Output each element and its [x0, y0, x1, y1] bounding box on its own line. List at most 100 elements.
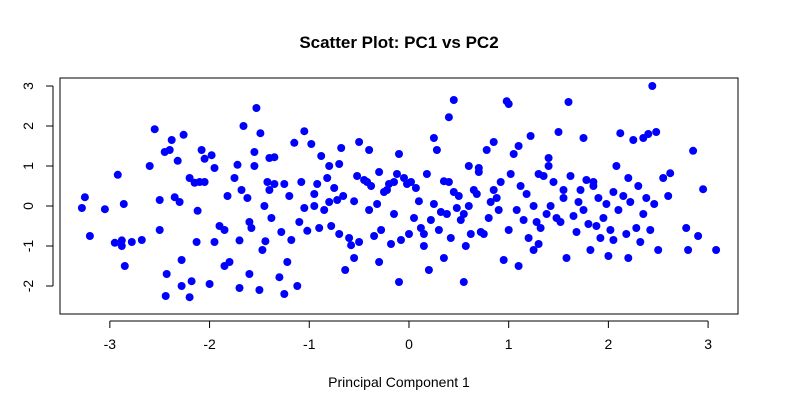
data-point [616, 129, 625, 138]
x-axis-label: Principal Component 1 [328, 374, 470, 390]
data-point [330, 184, 339, 192]
data-point [230, 174, 239, 182]
data-point [684, 246, 693, 254]
data-point [512, 206, 521, 214]
data-point [466, 230, 475, 238]
data-point [345, 234, 354, 242]
data-point [407, 178, 415, 186]
data-point [333, 196, 342, 204]
data-point [155, 196, 164, 204]
data-point [554, 128, 563, 136]
data-point [559, 186, 568, 194]
data-point [624, 254, 633, 262]
data-point [479, 230, 488, 238]
data-point [532, 218, 541, 226]
data-point [387, 240, 395, 248]
data-point [564, 98, 573, 106]
y-tick-label: 3 [20, 82, 36, 90]
data-point [220, 226, 229, 234]
data-point [699, 185, 708, 194]
data-point [263, 178, 272, 186]
data-point [574, 198, 583, 206]
data-point [365, 146, 374, 154]
data-point [365, 206, 374, 214]
data-point [596, 234, 605, 242]
data-point [223, 192, 232, 200]
data-point [424, 266, 433, 274]
data-point [474, 164, 483, 172]
data-point [256, 129, 265, 138]
data-point [606, 226, 615, 234]
data-point [439, 254, 448, 262]
data-point [170, 193, 179, 202]
data-point [489, 138, 498, 146]
data-point [549, 178, 558, 186]
data-point [464, 202, 473, 210]
data-point [250, 162, 259, 170]
data-point [120, 262, 129, 270]
chart-title: Scatter Plot: PC1 vs PC2 [299, 33, 498, 52]
data-point [648, 82, 657, 90]
data-point [659, 174, 668, 182]
data-point [416, 224, 425, 232]
data-point [614, 206, 623, 214]
data-point [323, 174, 332, 182]
data-point [320, 206, 329, 214]
data-point [449, 96, 458, 104]
data-point [582, 176, 591, 184]
data-point [325, 162, 334, 170]
data-point [694, 232, 703, 240]
data-point [494, 206, 503, 214]
data-point [275, 273, 284, 282]
data-point [444, 178, 453, 186]
data-point [446, 234, 455, 242]
data-point [300, 204, 309, 212]
data-point [429, 200, 438, 208]
data-point [584, 220, 593, 228]
data-point [235, 236, 244, 245]
data-point [559, 194, 568, 202]
data-point [526, 132, 535, 140]
data-point [207, 151, 216, 160]
data-point [370, 232, 379, 240]
data-point [285, 192, 294, 200]
data-point [173, 156, 182, 165]
data-point [350, 197, 359, 206]
data-point [267, 214, 276, 222]
data-point [682, 224, 691, 232]
data-point [642, 194, 651, 202]
data-point [626, 198, 635, 206]
data-point [454, 192, 463, 200]
data-point [410, 214, 418, 222]
data-point [504, 226, 513, 234]
data-point [566, 172, 575, 180]
data-point [280, 290, 289, 298]
data-point [484, 214, 493, 222]
data-point [155, 226, 164, 234]
data-point [459, 210, 468, 218]
data-point [529, 202, 538, 210]
data-point [432, 146, 441, 154]
data-point [355, 138, 364, 146]
data-point [117, 236, 126, 245]
data-point [444, 113, 453, 122]
data-point [397, 236, 405, 244]
data-point [167, 136, 176, 144]
data-point [210, 238, 219, 246]
data-point [652, 128, 661, 136]
data-point [277, 228, 286, 236]
data-point [347, 241, 356, 250]
data-point [270, 180, 279, 188]
x-tick-label: 2 [604, 336, 612, 352]
data-point [426, 216, 435, 224]
data-point [252, 104, 261, 112]
y-tick-label: 1 [20, 162, 36, 170]
data-point [654, 246, 663, 254]
data-point [419, 230, 428, 238]
data-point [612, 162, 621, 170]
data-point [243, 194, 252, 202]
data-point [77, 204, 86, 212]
data-point [529, 246, 538, 254]
data-point [609, 188, 618, 196]
data-point [579, 134, 588, 142]
